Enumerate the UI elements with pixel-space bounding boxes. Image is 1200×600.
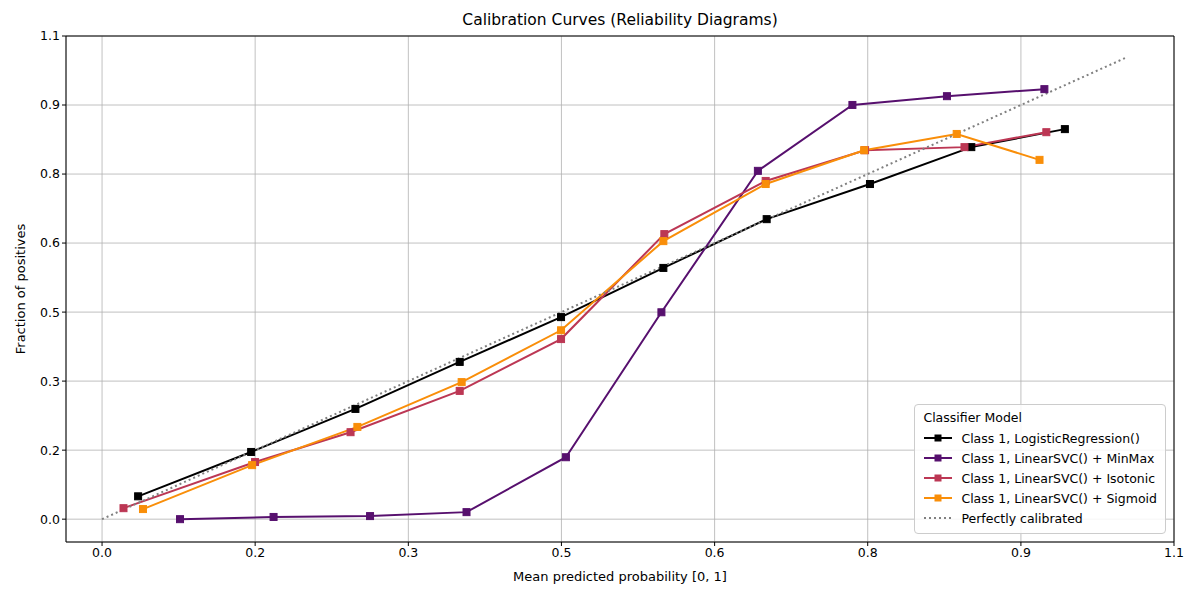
svg-text:0.5: 0.5 <box>551 545 571 560</box>
html-text:Class 1, LinearSVC() + Sigmoid: Class 1, LinearSVC() + Sigmoid <box>961 490 1157 506</box>
svg-text:0.6: 0.6 <box>40 235 60 250</box>
html-text:Class 1, LinearSVC() + MinMax: Class 1, LinearSVC() + MinMax <box>961 450 1155 466</box>
svg-text:1.1: 1.1 <box>40 28 60 43</box>
svg-text:0.0: 0.0 <box>92 545 112 560</box>
svg-text:0.2: 0.2 <box>40 443 60 458</box>
svg-text:0.9: 0.9 <box>40 97 60 112</box>
svg-text:0.0: 0.0 <box>40 512 60 527</box>
html-text:Class 1, LogisticRegression(): Class 1, LogisticRegression() <box>961 430 1140 446</box>
svg-text:0.2: 0.2 <box>245 545 265 560</box>
svg-text:0.8: 0.8 <box>858 545 878 560</box>
svg-text:0.3: 0.3 <box>40 374 60 389</box>
svg-text:0.3: 0.3 <box>398 545 418 560</box>
svg-text:0.5: 0.5 <box>40 305 60 320</box>
html-text:Classifier Model: Classifier Model <box>923 410 1022 425</box>
html-text:Perfectly calibrated: Perfectly calibrated <box>961 510 1083 526</box>
html-text:Calibration Curves (Reliabilit: Calibration Curves (Reliability Diagrams… <box>462 11 778 29</box>
svg-text:0.9: 0.9 <box>1011 545 1031 560</box>
html-text:Class 1, LinearSVC() + Isotoni: Class 1, LinearSVC() + Isotonic <box>961 470 1156 486</box>
svg-text:0.6: 0.6 <box>705 545 725 560</box>
html-text:Fraction of positives: Fraction of positives <box>12 223 28 355</box>
svg-text:0.8: 0.8 <box>40 166 60 181</box>
svg-text:1.1: 1.1 <box>1164 545 1184 560</box>
html-text:Mean predicted probability [0,: Mean predicted probability [0, 1] <box>513 569 727 584</box>
